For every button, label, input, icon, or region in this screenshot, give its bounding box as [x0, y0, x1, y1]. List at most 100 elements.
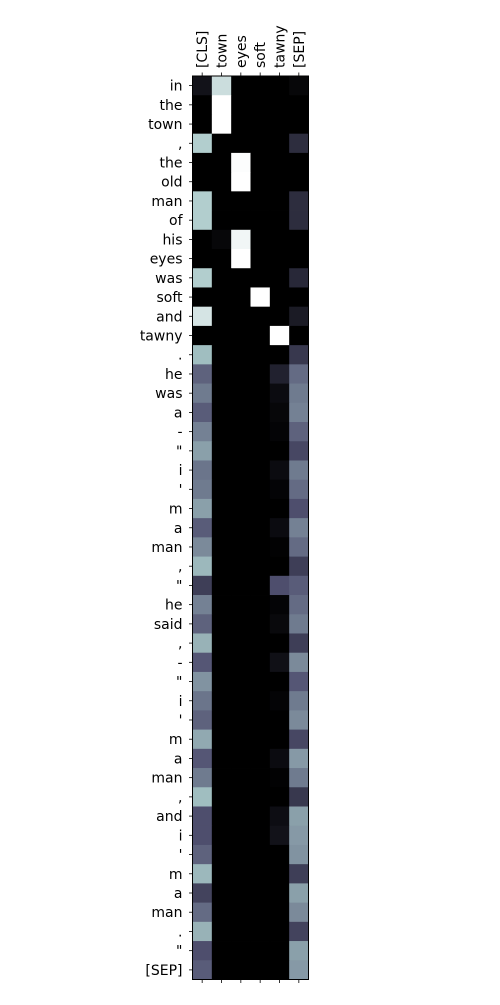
- heatmap-cell-r0-c0: [192, 76, 213, 96]
- heatmap-cell-r40-c1: [211, 844, 232, 865]
- heatmap-cell-r20-c0: [192, 460, 213, 481]
- y-tick-label: i: [179, 828, 183, 844]
- heatmap-cell-r35-c3: [250, 748, 271, 769]
- heatmap-cell-r3-c2: [231, 133, 251, 154]
- heatmap-cell-r44-c2: [231, 921, 251, 942]
- heatmap-cell-r12-c0: [192, 306, 213, 327]
- heatmap-cell-r9-c4: [269, 249, 290, 269]
- heatmap-cell-r19-c2: [231, 441, 251, 461]
- heatmap-cell-r38-c3: [250, 806, 271, 827]
- heatmap-cell-r2-c1: [211, 114, 232, 135]
- heatmap-cells: [192, 76, 309, 980]
- heatmap-cell-r31-c0: [192, 671, 213, 692]
- heatmap-cell-r20-c3: [250, 460, 271, 481]
- heatmap-cell-r14-c3: [250, 345, 271, 365]
- heatmap-cell-r20-c4: [269, 460, 290, 481]
- heatmap-cell-r45-c2: [231, 941, 251, 961]
- heatmap-cell-r46-c2: [231, 960, 251, 980]
- heatmap-cell-r32-c5: [289, 691, 309, 711]
- heatmap-cell-r36-c2: [231, 768, 251, 788]
- x-tick-label: eyes: [234, 35, 250, 68]
- heatmap-cell-r30-c3: [250, 652, 271, 673]
- heatmap-cell-r10-c1: [211, 268, 232, 288]
- y-tick-label: .: [178, 348, 182, 364]
- heatmap-cell-r22-c1: [211, 498, 232, 519]
- heatmap-cell-r24-c4: [269, 537, 290, 557]
- heatmap-cell-r30-c5: [289, 652, 309, 673]
- y-tick-label: old: [161, 175, 182, 191]
- y-tick-label: ': [179, 713, 183, 729]
- y-tick-label: [SEP]: [145, 963, 182, 979]
- heatmap-cell-r8-c4: [269, 229, 290, 250]
- heatmap-cell-r28-c0: [192, 614, 213, 634]
- heatmap-cell-r23-c1: [211, 518, 232, 538]
- heatmap-cell-r38-c1: [211, 806, 232, 827]
- heatmap-cell-r30-c2: [231, 652, 251, 673]
- x-tick-label: [CLS]: [195, 31, 211, 68]
- x-tick-label: [SEP]: [292, 31, 308, 68]
- heatmap-cell-r40-c4: [269, 844, 290, 865]
- heatmap-cell-r8-c0: [192, 229, 213, 250]
- heatmap-cell-r37-c3: [250, 787, 271, 807]
- heatmap-cell-r37-c4: [269, 787, 290, 807]
- heatmap-cell-r12-c4: [269, 306, 290, 327]
- heatmap-cell-r14-c2: [231, 345, 251, 365]
- heatmap-cell-r18-c1: [211, 422, 232, 442]
- heatmap-cell-r9-c3: [250, 249, 271, 269]
- heatmap-cell-r44-c4: [269, 921, 290, 942]
- y-tick-label: man: [151, 905, 182, 921]
- heatmap-cell-r5-c2: [231, 172, 251, 192]
- heatmap-cell-r2-c2: [231, 114, 251, 135]
- heatmap-cell-r12-c3: [250, 306, 271, 327]
- heatmap-cell-r3-c3: [250, 133, 271, 154]
- heatmap-cell-r24-c5: [289, 537, 309, 557]
- heatmap-cell-r45-c4: [269, 941, 290, 961]
- heatmap-cell-r21-c3: [250, 479, 271, 500]
- heatmap-cell-r45-c5: [289, 941, 309, 961]
- y-tick-label: eyes: [150, 252, 183, 268]
- heatmap-cell-r17-c3: [250, 402, 271, 423]
- heatmap-cell-r30-c0: [192, 652, 213, 673]
- heatmap-cell-r13-c3: [250, 325, 271, 346]
- heatmap-cell-r18-c2: [231, 422, 251, 442]
- heatmap-cell-r10-c5: [289, 268, 309, 288]
- heatmap-cell-r25-c3: [250, 556, 271, 577]
- heatmap-cell-r43-c1: [211, 902, 232, 923]
- heatmap-cell-r27-c0: [192, 595, 213, 615]
- heatmap-cell-r33-c5: [289, 710, 309, 730]
- y-tick-label: the: [160, 156, 183, 172]
- heatmap-cell-r21-c4: [269, 479, 290, 500]
- x-tick-label: town: [215, 34, 231, 68]
- heatmap-cell-r37-c2: [231, 787, 251, 807]
- heatmap-cell-r34-c5: [289, 729, 309, 750]
- heatmap-cell-r31-c1: [211, 671, 232, 692]
- heatmap-cell-r43-c3: [250, 902, 271, 923]
- heatmap-cell-r40-c3: [250, 844, 271, 865]
- heatmap-cell-r26-c4: [269, 575, 290, 596]
- heatmap-cell-r15-c3: [250, 364, 271, 384]
- heatmap-cell-r23-c0: [192, 518, 213, 538]
- heatmap-cell-r3-c4: [269, 133, 290, 154]
- heatmap-cell-r31-c3: [250, 671, 271, 692]
- heatmap-cell-r30-c1: [211, 652, 232, 673]
- heatmap-cell-r27-c1: [211, 595, 232, 615]
- heatmap-cell-r0-c4: [269, 76, 290, 96]
- heatmap-cell-r44-c0: [192, 921, 213, 942]
- y-tick-label: ": [176, 444, 182, 460]
- heatmap-cell-r1-c4: [269, 95, 290, 115]
- heatmap-cell-r19-c0: [192, 441, 213, 461]
- heatmap-cell-r13-c0: [192, 325, 213, 346]
- heatmap-cell-r11-c5: [289, 287, 309, 308]
- heatmap-cell-r43-c4: [269, 902, 290, 923]
- heatmap-cell-r23-c2: [231, 518, 251, 538]
- heatmap-cell-r31-c2: [231, 671, 251, 692]
- heatmap-cell-r46-c0: [192, 960, 213, 980]
- heatmap-cell-r32-c4: [269, 691, 290, 711]
- heatmap-cell-r32-c1: [211, 691, 232, 711]
- y-tick-labels: in the town, the old man of his eyes was soft and ta…: [140, 79, 193, 979]
- heatmap-cell-r26-c1: [211, 575, 232, 596]
- heatmap-cell-r9-c2: [231, 249, 251, 269]
- heatmap-cell-r38-c0: [192, 806, 213, 827]
- heatmap-cell-r39-c1: [211, 825, 232, 846]
- heatmap-cell-r24-c0: [192, 537, 213, 557]
